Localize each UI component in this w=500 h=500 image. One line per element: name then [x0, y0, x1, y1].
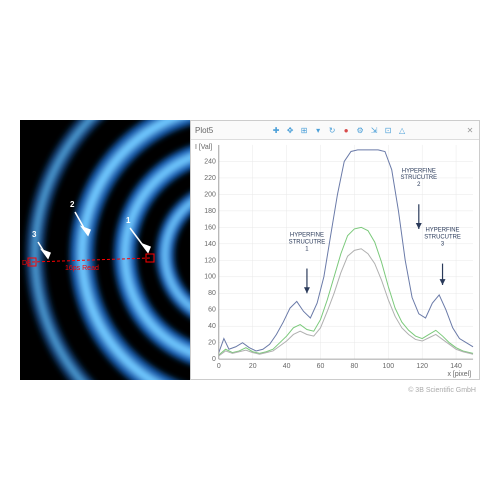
- main-container: 1 2 3 D8 16ps Read Plot5 ✚ ✥ ⊞ ▾ ↻ ● ⚙ ⇲ ⊡ △ ✕ 0 2…: [20, 120, 480, 380]
- svg-text:40: 40: [208, 323, 216, 330]
- svg-text:STRUCUTRE: STRUCUTRE: [289, 239, 326, 245]
- roi-line-label: 16ps Read: [65, 265, 99, 272]
- svg-text:x [pixel]: x [pixel]: [448, 371, 472, 378]
- svg-text:240: 240: [204, 158, 216, 165]
- svg-text:I [Val]: I [Val]: [195, 144, 212, 151]
- svg-text:100: 100: [204, 274, 216, 281]
- svg-text:HYPERFINE: HYPERFINE: [290, 233, 324, 239]
- svg-text:0: 0: [217, 363, 221, 370]
- ring-label-3: 3: [32, 230, 36, 239]
- svg-text:200: 200: [204, 191, 216, 198]
- svg-text:40: 40: [283, 363, 291, 370]
- svg-text:3: 3: [441, 241, 445, 247]
- svg-text:20: 20: [249, 363, 257, 370]
- svg-text:120: 120: [204, 257, 216, 264]
- svg-text:STRUCUTRE: STRUCUTRE: [400, 175, 437, 181]
- green-line: [219, 227, 473, 355]
- interference-image: 1 2 3 D8 16ps Read: [20, 120, 190, 380]
- footer-copyright: © 3B Scientific GmbH: [408, 387, 476, 394]
- drop-icon[interactable]: ▾: [313, 125, 323, 135]
- svg-text:60: 60: [317, 363, 325, 370]
- svg-text:0: 0: [212, 356, 216, 363]
- chart-title: Plot5: [195, 126, 213, 135]
- svg-text:1: 1: [305, 246, 309, 252]
- svg-text:140: 140: [204, 241, 216, 248]
- chart-panel: Plot5 ✚✥⊞▾↻●⚙⇲⊡△ ✕ 020406080100120140160…: [190, 120, 480, 380]
- rings-svg: [20, 120, 190, 380]
- svg-text:STRUCUTRE: STRUCUTRE: [424, 235, 461, 241]
- ring-label-2: 2: [70, 200, 74, 209]
- delta-icon[interactable]: △: [397, 125, 407, 135]
- svg-text:HYPERFINE: HYPERFINE: [402, 168, 436, 174]
- ring-label-1: 1: [126, 216, 130, 225]
- svg-text:100: 100: [383, 363, 395, 370]
- add-icon[interactable]: ✚: [271, 125, 281, 135]
- svg-text:160: 160: [204, 224, 216, 231]
- svg-text:60: 60: [208, 307, 216, 314]
- chart-icon[interactable]: ⊞: [299, 125, 309, 135]
- roi-box-label: D8: [22, 260, 31, 267]
- chart-toolbar: Plot5 ✚ ✥ ⊞ ▾ ↻ ● ⚙ ⇲ ⊡ △ ✕: [191, 121, 479, 140]
- close-icon[interactable]: ✕: [465, 125, 475, 135]
- svg-text:80: 80: [208, 290, 216, 297]
- stop-icon[interactable]: ●: [341, 125, 351, 135]
- export-icon[interactable]: ⇲: [369, 125, 379, 135]
- chart-svg: 0204060801001201401601802002202400204060…: [191, 139, 479, 379]
- pan-icon[interactable]: ✥: [285, 125, 295, 135]
- gear-icon[interactable]: ⚙: [355, 125, 365, 135]
- chart-area: 0204060801001201401601802002202400204060…: [191, 139, 479, 379]
- svg-text:220: 220: [204, 175, 216, 182]
- svg-text:120: 120: [416, 363, 428, 370]
- svg-text:140: 140: [450, 363, 462, 370]
- svg-text:80: 80: [351, 363, 359, 370]
- grey-line: [219, 249, 473, 356]
- svg-text:20: 20: [208, 340, 216, 347]
- zoom-icon[interactable]: ⊡: [383, 125, 393, 135]
- refresh-icon[interactable]: ↻: [327, 125, 337, 135]
- svg-text:2: 2: [417, 182, 420, 188]
- svg-text:HYPERFINE: HYPERFINE: [426, 228, 460, 234]
- svg-text:180: 180: [204, 208, 216, 215]
